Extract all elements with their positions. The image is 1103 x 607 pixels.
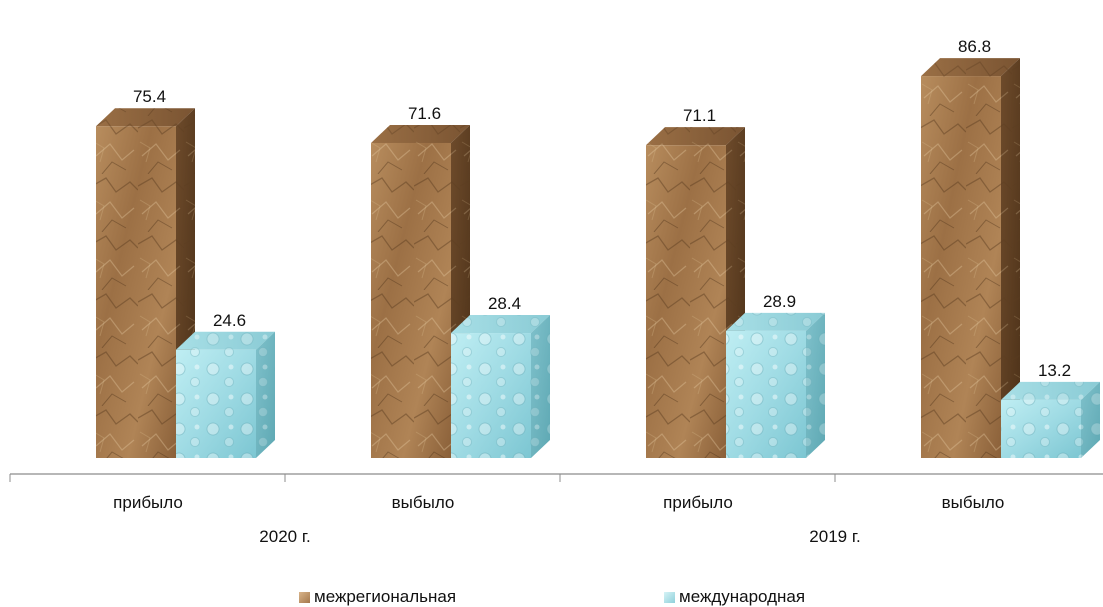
- category-label-3: выбыло: [942, 493, 1005, 512]
- group-label-0: 2020 г.: [259, 527, 310, 546]
- group-label-1: 2019 г.: [809, 527, 860, 546]
- data-label-international-1: 28.4: [488, 294, 521, 313]
- bar-international-3: [1001, 381, 1100, 458]
- legend-swatch-international: [664, 591, 675, 603]
- bar-interregional-1: [371, 124, 470, 459]
- legend-label-international: международная: [679, 587, 806, 606]
- bar-international-0: [176, 331, 275, 458]
- data-label-international-0: 24.6: [213, 311, 246, 330]
- data-label-interregional-3: 86.8: [958, 37, 991, 56]
- legend-swatch-interregional: [299, 591, 310, 603]
- bar-international-2: [726, 312, 825, 458]
- legend-label-interregional: межрегиональная: [314, 587, 457, 606]
- category-label-2: прибыло: [663, 493, 733, 512]
- category-label-0: прибыло: [113, 493, 183, 512]
- legend-item-interregional: межрегиональная: [299, 587, 457, 606]
- bar-interregional-3: [921, 58, 1020, 458]
- legend-item-international: международная: [664, 587, 806, 606]
- data-label-international-3: 13.2: [1038, 361, 1071, 380]
- bar-international-1: [451, 315, 550, 458]
- data-label-interregional-2: 71.1: [683, 106, 716, 125]
- data-label-interregional-0: 75.4: [133, 87, 166, 106]
- data-label-interregional-1: 71.6: [408, 104, 441, 123]
- category-label-1: выбыло: [392, 493, 455, 512]
- data-label-international-2: 28.9: [763, 292, 796, 311]
